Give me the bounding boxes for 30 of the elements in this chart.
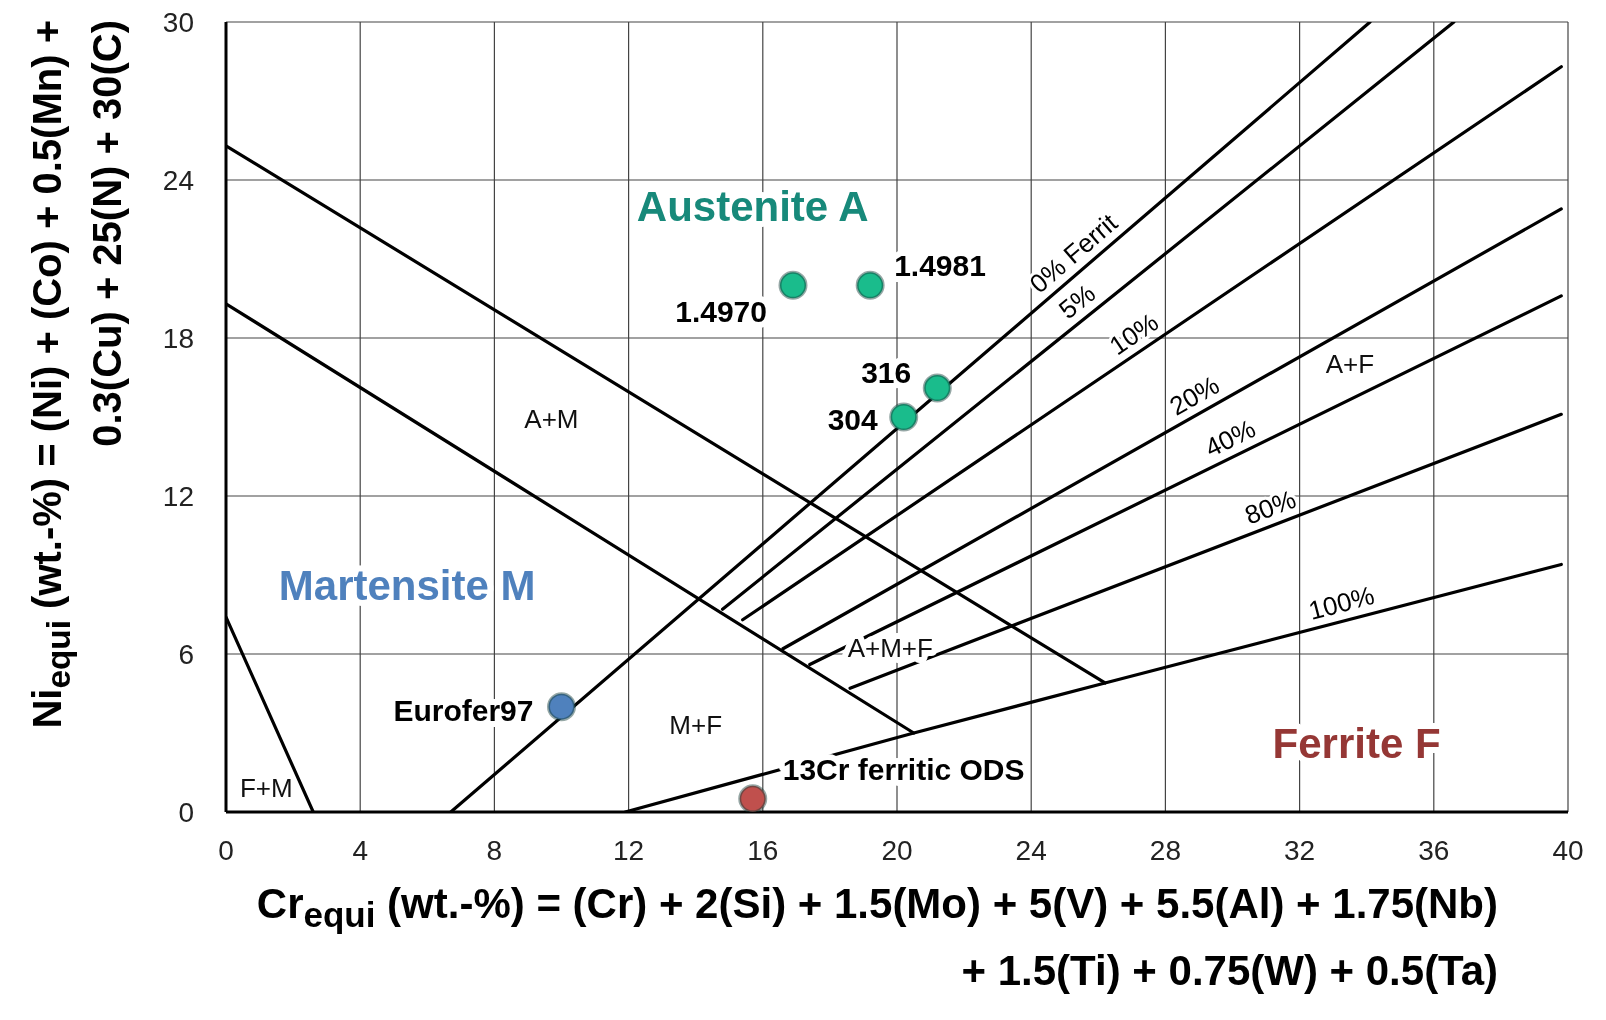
x-axis-title: Cr$_{equi}$ (wt.-%) = (Cr) + 2(Si) + 1.5(Mo) + 5(V) + 5.5(Al) + 1.75(Nb) + 1.5(Ti) + 0.75(W) + 0.5(Ta) [255,879,1498,997]
x-tick-label: 40 [1552,834,1584,866]
text: 80% [1240,483,1300,531]
x-tick-label: 8 [486,834,503,866]
text: 100% [1305,580,1378,626]
annotation: M+F [669,710,723,741]
annotation: 13Cr ferritic ODS [782,752,1025,786]
annotation: A+M+F [847,633,933,664]
x-tick-label: 12 [613,834,645,866]
x-tick-label: 4 [352,834,368,866]
annotation: 1.4981 [894,248,986,282]
x-tick-label: 28 [1149,834,1181,866]
y-tick-label: 0 [178,796,194,828]
annotation: 304 [827,402,879,436]
annotation: F+M [239,773,293,804]
x-tick-label: 32 [1284,834,1316,866]
annotation: A+M [524,404,579,435]
y-tick-label: 18 [162,322,194,354]
annotation: A+F [1325,349,1375,380]
x-tick-label: 36 [1418,834,1450,866]
y-tick-label: 6 [178,638,194,670]
y-tick-label: 12 [162,480,194,512]
y-tick-label: 30 [162,6,194,38]
x-tick-label: 24 [1015,834,1047,866]
annotation: 316 [861,355,912,389]
x-tick-label: 16 [747,834,779,866]
text: 10% [1103,306,1164,361]
x-tick-label: 0 [218,834,234,866]
x-tick-label: 20 [881,834,913,866]
y-tick-label: 24 [162,164,194,196]
